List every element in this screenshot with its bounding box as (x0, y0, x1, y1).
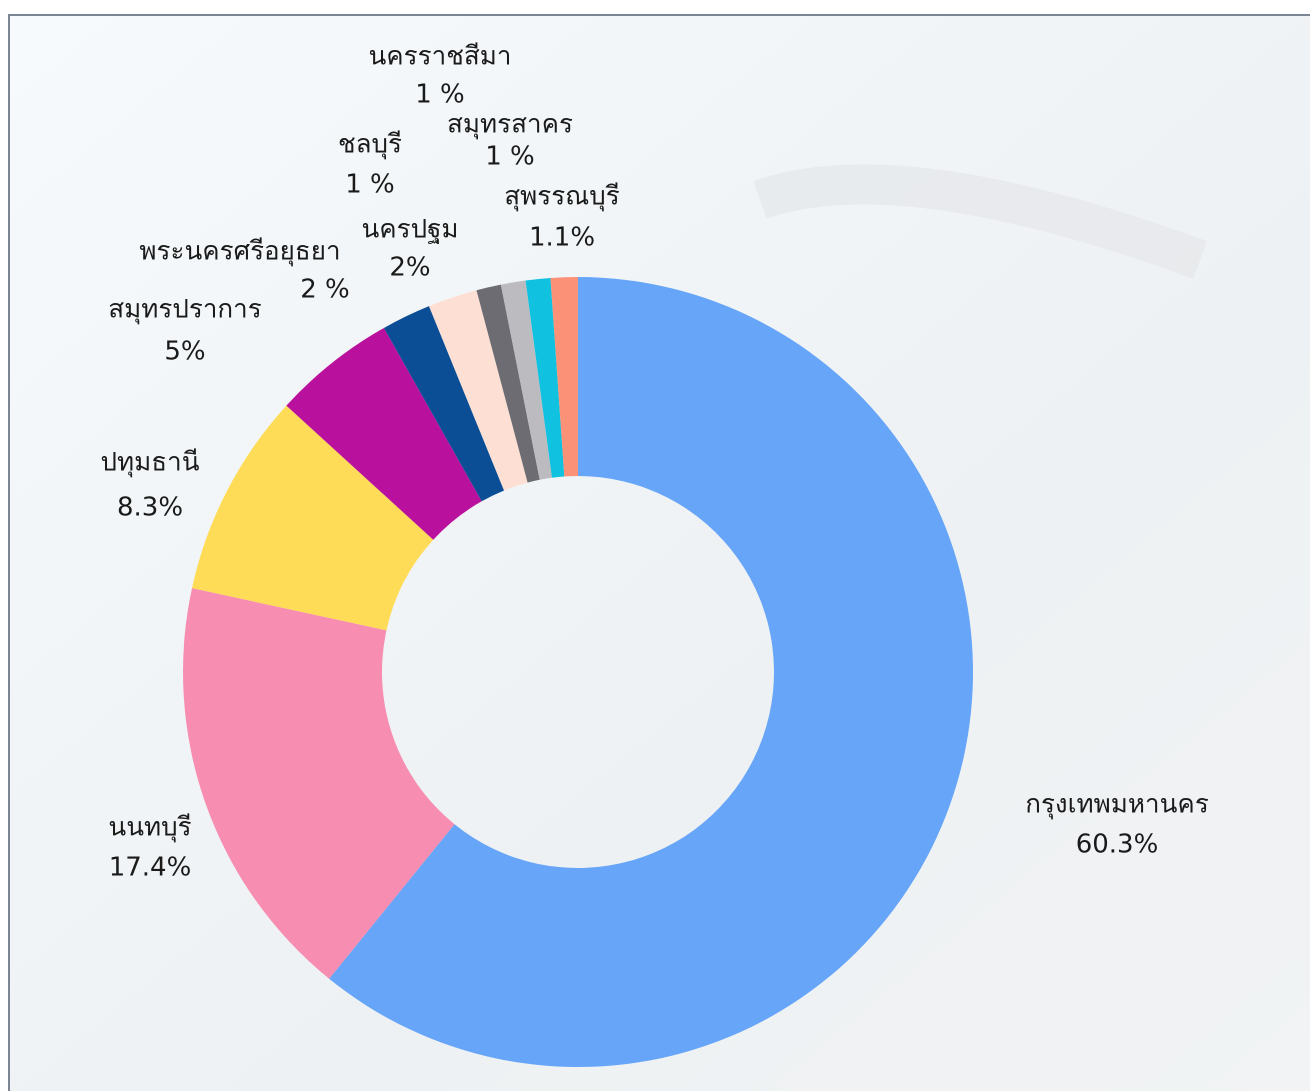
slice-label: สมุทรสาคร (447, 110, 573, 140)
value-label: 1 % (485, 142, 535, 172)
value-label: 60.3% (1076, 830, 1159, 860)
donut-slice (500, 280, 552, 480)
donut-slice (550, 277, 578, 477)
slice-label: สุพรรณบุรี (504, 182, 620, 212)
slice-label: ปทุมธานี (100, 448, 199, 478)
slice-label: นครปฐม (361, 215, 458, 245)
slice-label: กรุงเทพมหานคร (1025, 790, 1209, 820)
value-label: 17.4% (109, 853, 192, 883)
donut-slice (182, 588, 455, 979)
slice-label: นนทบุรี (108, 813, 191, 843)
slice-label: นครราชสีมา (369, 42, 512, 72)
donut-slice (429, 290, 528, 491)
value-label: 5% (164, 337, 205, 367)
slice-label: ชลบุรี (338, 130, 402, 160)
donut-slice (476, 284, 540, 483)
donut-slice (192, 405, 434, 631)
bg-decoration (753, 164, 1207, 279)
slice-label: พระนครศรีอยุธยา (139, 237, 340, 267)
donut-slice (383, 306, 505, 502)
value-label: 1 % (415, 80, 465, 110)
donut-slice (329, 277, 974, 1067)
donut-slice (525, 277, 565, 478)
value-label: 1 % (345, 170, 395, 200)
value-label: 1.1% (529, 223, 595, 253)
donut-slice (286, 327, 482, 540)
value-label: 2 % (300, 275, 350, 305)
value-label: 8.3% (117, 493, 183, 523)
value-label: 2% (389, 253, 430, 283)
slice-label: สมุทรปราการ (108, 295, 262, 325)
